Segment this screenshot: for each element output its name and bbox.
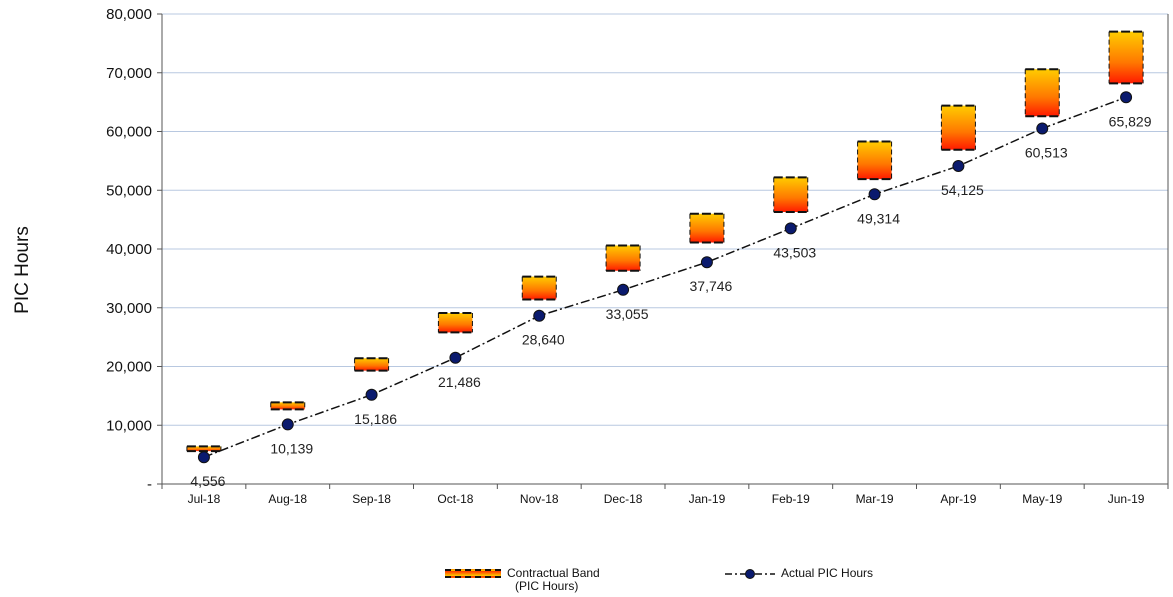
actual-series-line [203,96,1127,458]
data-label: 37,746 [690,278,733,294]
legend-actual-label: Actual PIC Hours [781,566,874,580]
band-box [438,313,473,333]
data-label: 10,139 [270,440,313,456]
x-tick-label: Jun-19 [1108,492,1145,506]
y-tick-label: 40,000 [106,241,152,258]
legend-band-label-line1: Contractual Band [507,566,600,580]
y-tick-label: 50,000 [106,182,152,199]
legend-band-label: Contractual Band (PIC Hours) [507,567,600,593]
band-box [857,141,892,180]
band-box [606,245,641,271]
data-label: 43,503 [773,244,816,260]
band-box [773,177,808,212]
band-box [270,402,305,410]
y-axis-title-text: PIC Hours [12,226,33,314]
data-label: 54,125 [941,182,984,198]
actual-point [197,451,210,464]
data-label: 28,640 [522,332,565,348]
y-tick-label: 30,000 [106,300,152,317]
data-label: 21,486 [438,374,481,390]
legend-band-swatch [445,569,501,578]
x-tick-label: Mar-19 [856,492,894,506]
band-box [689,213,724,243]
actual-point [449,351,462,364]
legend-item-band: Contractual Band (PIC Hours) [445,567,600,593]
y-tick-label: 80,000 [106,6,152,23]
line-layer [197,91,1133,464]
x-tick-label: Dec-18 [604,492,643,506]
band-layer [186,30,1144,453]
y-tick-label: 20,000 [106,359,152,376]
band-box [941,105,976,150]
data-label: 4,556 [190,473,225,489]
data-label: 15,186 [354,411,397,427]
x-tick-label: Aug-18 [268,492,307,506]
band-box [1109,31,1144,84]
label-layer: 4,556 10,139 15,186 21,486 28,640 33,055 37,74… [190,113,1151,489]
legend-actual-swatch [725,568,775,579]
band-box [1025,69,1060,117]
actual-point [281,418,294,431]
grid-layer [162,13,1168,426]
legend-item-actual: Actual PIC Hours [725,567,873,580]
band-box [522,276,557,300]
data-label: 60,513 [1025,144,1068,160]
data-label: 33,055 [606,306,649,322]
actual-point [533,309,546,322]
band-box [354,358,389,371]
y-tick-label: 70,000 [106,65,152,82]
x-tick-label: May-19 [1022,492,1062,506]
actual-point [1120,91,1133,104]
actual-point [1036,122,1049,135]
x-tick-label: Oct-18 [437,492,473,506]
y-tick-label: - [147,476,152,493]
x-tick-label: Apr-19 [940,492,976,506]
x-tick-label: Nov-18 [520,492,559,506]
y-tick-label: 10,000 [106,417,152,434]
actual-point [617,283,630,296]
band-box [186,446,221,452]
x-tick-label: Jul-18 [188,492,221,506]
y-axis-title: PIC Hours [8,200,38,340]
legend-band-label-line2: (PIC Hours) [515,579,579,593]
actual-point [952,160,965,173]
actual-point [784,222,797,235]
actual-point [365,388,378,401]
x-tick-label: Sep-18 [352,492,391,506]
y-tick-label: 60,000 [106,124,152,141]
actual-point [700,256,713,269]
axis-layer: - 10,000 20,000 30,000 40,000 50,000 60,000 70,… [106,6,1169,506]
chart-svg: - 10,000 20,000 30,000 40,000 50,000 60,000 70,… [106,6,1169,506]
x-tick-label: Feb-19 [772,492,810,506]
actual-point [868,188,881,201]
data-label: 49,314 [857,210,900,226]
x-tick-label: Jan-19 [689,492,726,506]
data-label: 65,829 [1109,113,1152,129]
